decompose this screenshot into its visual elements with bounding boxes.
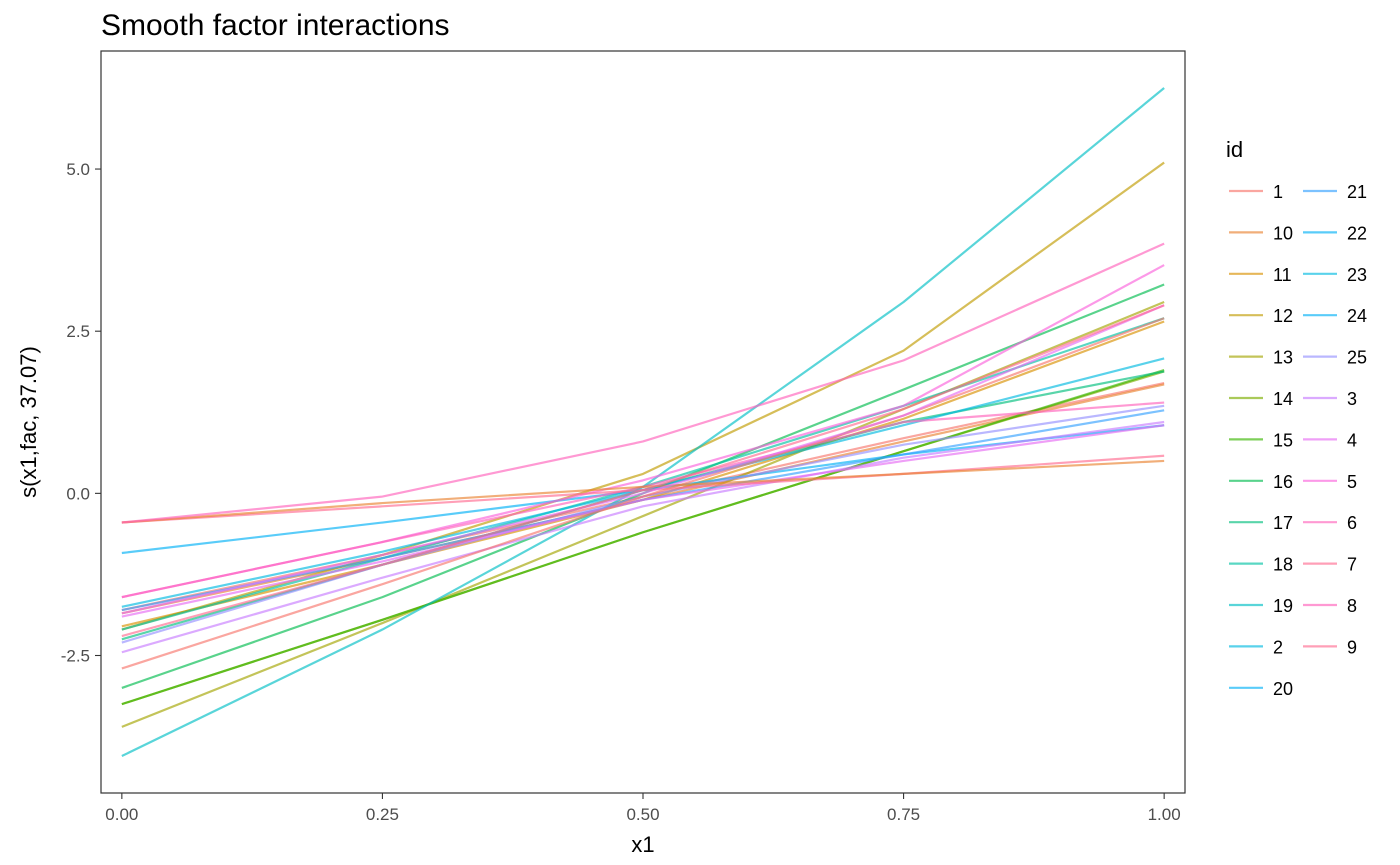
legend-label-10: 10 (1273, 223, 1293, 243)
legend-label-5: 5 (1347, 472, 1357, 492)
legend-title: id (1226, 137, 1243, 162)
y-tick-label: 0.0 (66, 484, 90, 503)
legend-label-23: 23 (1347, 265, 1367, 285)
legend-label-8: 8 (1347, 596, 1357, 616)
legend-label-6: 6 (1347, 513, 1357, 533)
x-tick-label: 0.75 (887, 805, 920, 824)
legend-label-3: 3 (1347, 389, 1357, 409)
legend-label-25: 25 (1347, 348, 1367, 368)
series-line-23 (121, 420, 1165, 654)
series-line-15 (121, 369, 1165, 706)
chart-title: Smooth factor interactions (101, 9, 450, 42)
legend-label-22: 22 (1347, 223, 1367, 243)
legend-label-13: 13 (1273, 348, 1293, 368)
series-layer (121, 87, 1165, 758)
legend-label-7: 7 (1347, 555, 1357, 575)
legend-label-16: 16 (1273, 472, 1293, 492)
legend-label-15: 15 (1273, 430, 1293, 450)
series-line-24 (121, 424, 1165, 618)
legend-label-17: 17 (1273, 513, 1293, 533)
legend-label-11: 11 (1273, 265, 1292, 285)
legend-label-24: 24 (1347, 306, 1367, 326)
legend-label-18: 18 (1273, 555, 1293, 575)
legend-label-2: 2 (1273, 637, 1283, 657)
series-line-7 (121, 242, 1165, 524)
x-axis: 0.00 0.25 0.50 0.75 1.00 (105, 793, 1181, 824)
legend-label-21: 21 (1347, 182, 1367, 202)
legend-label-12: 12 (1273, 306, 1293, 326)
y-tick-label: -2.5 (61, 646, 90, 665)
legend-label-9: 9 (1347, 637, 1357, 657)
legend-label-4: 4 (1347, 430, 1357, 450)
y-axis: -2.5 0.0 2.5 5.0 (61, 160, 101, 665)
legend: 1 10 11 12 13 14 15 16 17 18 19 2 20 21 22 23 24 25 3 4 5 6 7 8… (1229, 182, 1367, 699)
legend-label-19: 19 (1273, 596, 1293, 616)
y-tick-label: 5.0 (66, 160, 90, 179)
x-tick-label: 0.00 (105, 805, 138, 824)
x-tick-label: 0.50 (626, 805, 659, 824)
series-line-8 (121, 304, 1165, 615)
series-line-9 (121, 304, 1165, 638)
plot-panel (100, 50, 1186, 794)
legend-label-14: 14 (1273, 389, 1293, 409)
y-tick-label: 2.5 (66, 322, 90, 341)
y-axis-title: s(x1,fac, 37.07) (16, 346, 41, 498)
x-axis-title: x1 (631, 832, 654, 857)
legend-label-1: 1 (1273, 182, 1283, 202)
series-line-5 (121, 317, 1165, 670)
legend-label-20: 20 (1273, 679, 1293, 699)
series-line-6 (121, 459, 1165, 524)
x-tick-label: 0.25 (366, 805, 399, 824)
x-tick-label: 1.00 (1148, 805, 1181, 824)
